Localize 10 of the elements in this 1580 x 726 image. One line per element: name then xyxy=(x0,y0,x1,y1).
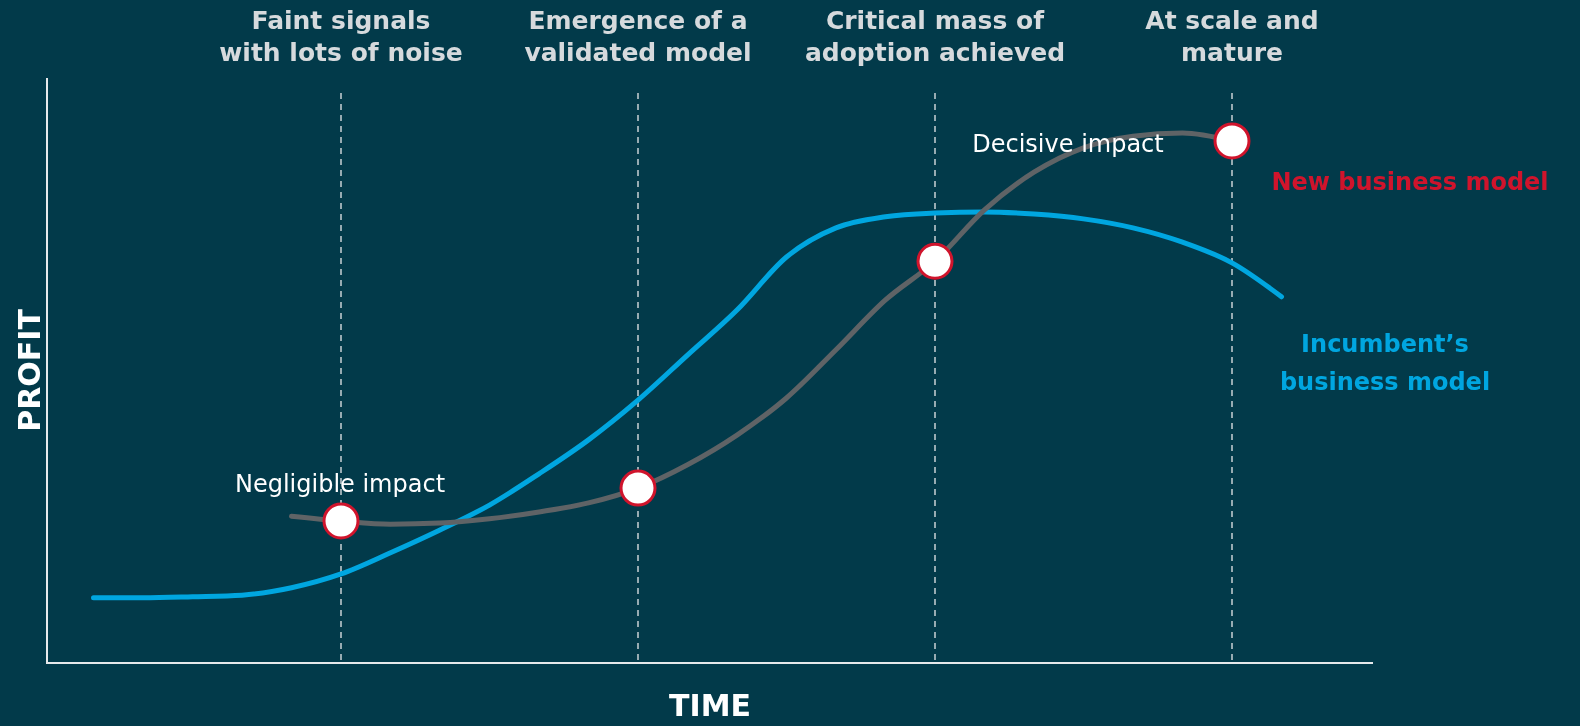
y-axis-title: PROFIT xyxy=(12,308,47,432)
series-label: New business model xyxy=(1271,168,1549,196)
series-label: Incumbent’s business model xyxy=(1279,330,1491,396)
x-axis-title: TIME xyxy=(669,688,751,723)
x-tick-label: Critical mass of adoption achieved xyxy=(804,6,1066,67)
x-tick-label: Emergence of a validated model xyxy=(524,6,752,67)
annotation: Negligible impact xyxy=(234,470,446,498)
annotation: Decisive impact xyxy=(972,130,1164,158)
x-tick-label: Faint signals with lots of noise xyxy=(219,6,463,67)
x-tick-label: At scale and mature xyxy=(1145,6,1319,67)
